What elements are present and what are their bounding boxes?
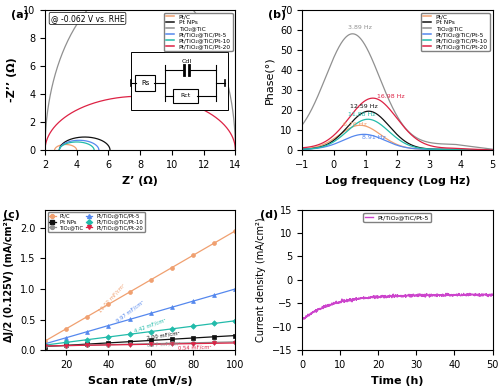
Text: @ -0.062 V vs. RHE: @ -0.062 V vs. RHE [50, 14, 124, 23]
Text: 8.91 Hz: 8.91 Hz [362, 135, 386, 140]
X-axis label: Log frequency (Log Hz): Log frequency (Log Hz) [324, 176, 470, 186]
Legend: Pt/C, Pt NPs, TiO₂@TiC, Pt/TiO₂@TiC/Pt-5, Pt/TiO₂@TiC/Pt-10, Pt/TiO₂@TiC/Pt-20: Pt/C, Pt NPs, TiO₂@TiC, Pt/TiO₂@TiC/Pt-5… [164, 13, 232, 51]
Text: (b): (b) [268, 10, 286, 20]
Legend: Pt/C, Pt NPs, TiO₂@TiC, Pt/TiO₂@TiC/Pt-5, Pt/TiO₂@TiC/Pt-10, Pt/TiO₂@TiC/Pt-20: Pt/C, Pt NPs, TiO₂@TiC, Pt/TiO₂@TiC/Pt-5… [48, 212, 145, 232]
Y-axis label: -Z’’ (Ω): -Z’’ (Ω) [8, 58, 18, 103]
Y-axis label: ΔJ/2 (0.125V) (mA/cm²): ΔJ/2 (0.125V) (mA/cm²) [4, 217, 15, 342]
Y-axis label: Current density (mA/cm²): Current density (mA/cm²) [256, 217, 266, 342]
Y-axis label: Phase(°): Phase(°) [264, 56, 274, 104]
Text: (c): (c) [3, 209, 20, 219]
Text: (d): (d) [260, 209, 278, 219]
Text: 0.54 mF/cm²: 0.54 mF/cm² [178, 345, 212, 351]
Text: 9.97 mF/cm²: 9.97 mF/cm² [115, 299, 144, 323]
Text: 3.89 Hz: 3.89 Hz [348, 25, 372, 30]
Legend: Pt/C, Pt NPs, TiO₂@TiC, Pt/TiO₂@TiC/Pt-5, Pt/TiO₂@TiC/Pt-10, Pt/TiO₂@TiC/Pt-20: Pt/C, Pt NPs, TiO₂@TiC, Pt/TiO₂@TiC/Pt-5… [421, 13, 490, 51]
Legend: Pt/TiO₂@TiC/Pt-5: Pt/TiO₂@TiC/Pt-5 [364, 212, 431, 222]
X-axis label: Scan rate (mV/s): Scan rate (mV/s) [88, 375, 192, 385]
Text: 0.77 mF/cm²: 0.77 mF/cm² [146, 341, 180, 348]
Text: 11.88 Hz: 11.88 Hz [348, 112, 376, 117]
Text: 16.98 Hz: 16.98 Hz [376, 94, 404, 99]
Text: 2.00 mF/cm²: 2.00 mF/cm² [146, 330, 180, 341]
Text: 19.02 mF/cm²: 19.02 mF/cm² [98, 283, 126, 313]
X-axis label: Time (h): Time (h) [371, 375, 424, 385]
X-axis label: Z’ (Ω): Z’ (Ω) [122, 176, 158, 186]
Text: (a): (a) [10, 10, 29, 20]
Text: 4.42 mF/cm²: 4.42 mF/cm² [134, 317, 167, 333]
Text: 12.59 Hz: 12.59 Hz [350, 104, 378, 109]
Text: 6.76 Hz: 6.76 Hz [344, 122, 367, 127]
